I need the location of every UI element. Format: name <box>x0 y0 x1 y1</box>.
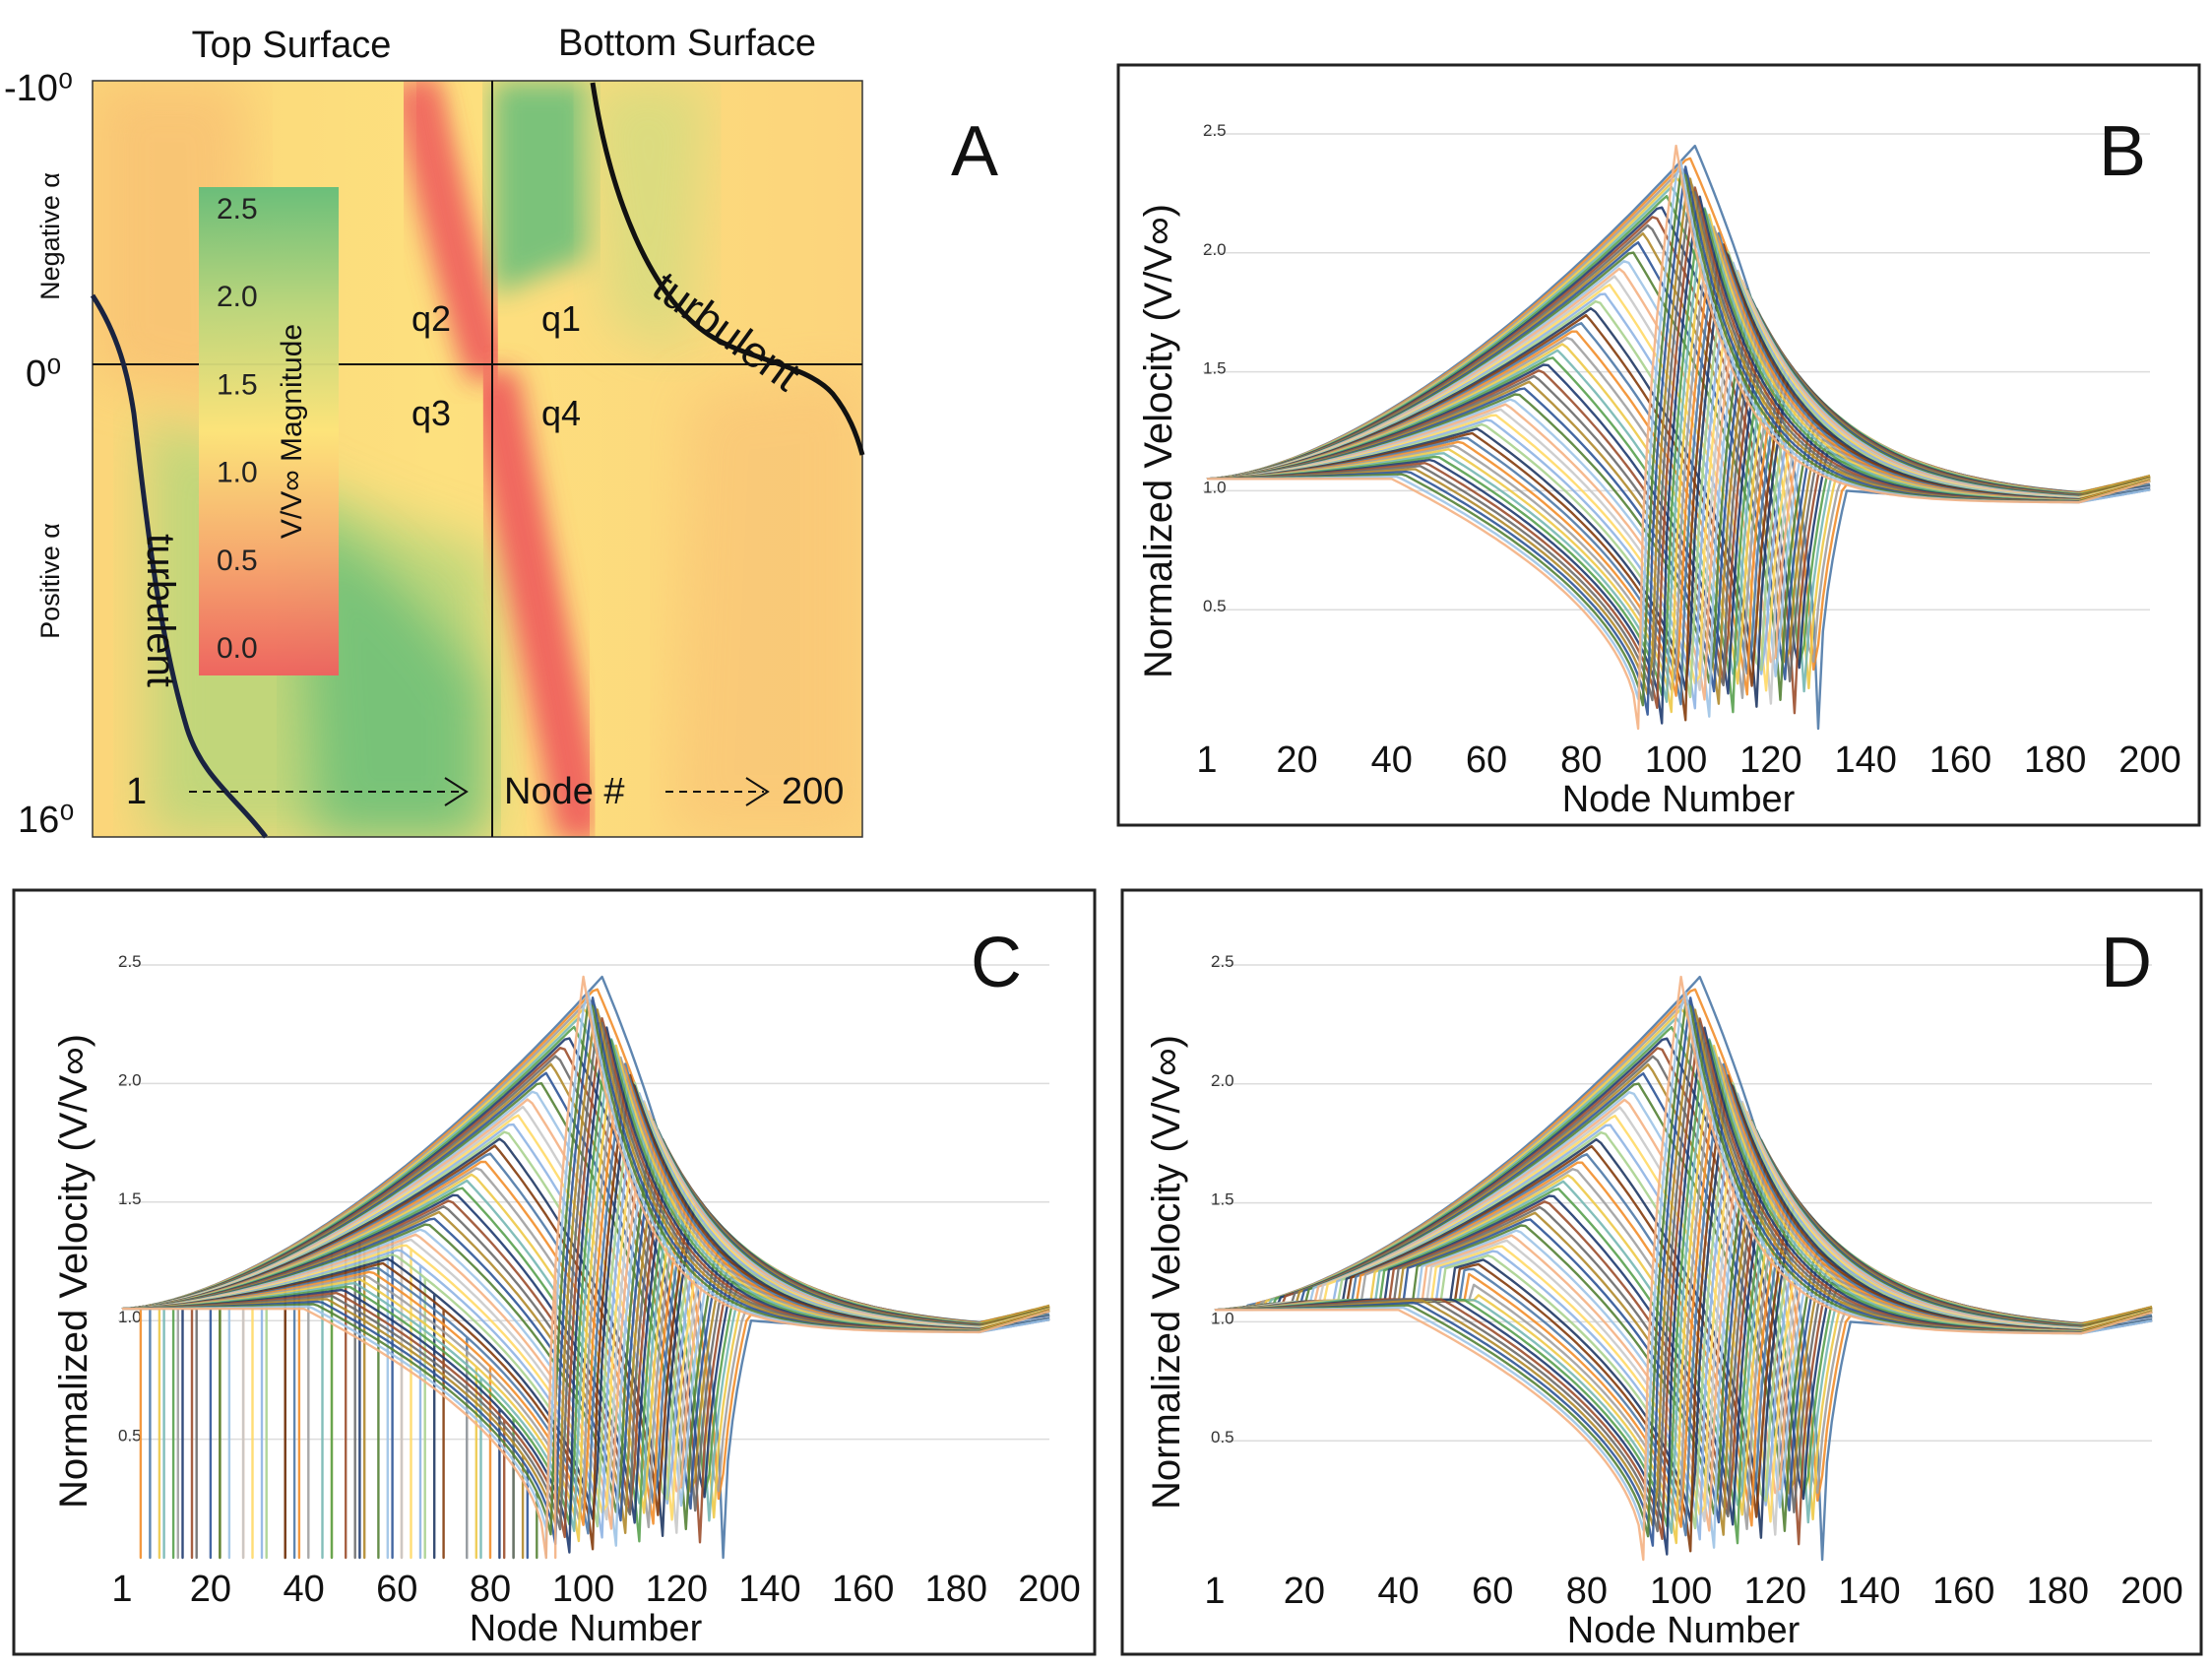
panel-a-alpha-top-label: -10⁰ <box>4 68 73 109</box>
panel-d-letter: D <box>2101 924 2152 1002</box>
panel-d-xtick-4: 80 <box>1566 1571 1608 1612</box>
panel-b-xtick-10: 200 <box>2118 739 2180 781</box>
panel-a-letter: A <box>951 112 998 191</box>
panel-d-xlabel: Node Number <box>1567 1610 1801 1651</box>
panel-a: Top Surface Bottom Surface -10⁰ 0⁰ <box>4 23 998 841</box>
panel-a-colorbar-tick-5: 0.0 <box>217 632 258 665</box>
panel-a-frame <box>92 80 863 838</box>
panel-c-xlabel: Node Number <box>470 1608 703 1649</box>
panel-d: 2.52.01.51.00.51 20 40 60 80 100 120 140 160 180 2… <box>1145 952 2183 1651</box>
panel-c-xtick-5: 100 <box>552 1569 614 1610</box>
panel-c-ytick-3: 1.0 <box>118 1308 142 1326</box>
panel-b-xtick-3: 60 <box>1466 739 1507 781</box>
panel-c-ytick-0: 2.5 <box>118 952 142 971</box>
panel-c-series-54 <box>122 975 1050 1560</box>
panel-d-xtick-2: 40 <box>1377 1571 1419 1612</box>
panel-a-colorbar-gradient <box>199 187 339 675</box>
panel-a-turbulent-boundary-bottom <box>90 293 268 839</box>
panel-a-turbulent-boundary-top <box>590 82 865 456</box>
panel-c-ytick-4: 0.5 <box>118 1427 142 1445</box>
panel-a-quadrant-q4: q4 <box>541 393 581 433</box>
panel-b-xtick-2: 40 <box>1371 739 1413 781</box>
panel-c-ytick-2: 1.5 <box>118 1189 142 1208</box>
panel-a-colorbar-tick-3: 1.0 <box>217 457 258 489</box>
panel-a-quadrant-q2: q2 <box>411 298 451 339</box>
panel-a-positive-alpha-label: Positive α <box>35 523 65 639</box>
panel-d-ytick-1: 2.0 <box>1211 1071 1234 1090</box>
panel-c-xtick-8: 160 <box>832 1569 894 1610</box>
panel-b-letter: B <box>2099 112 2146 191</box>
panel-b-xlabel: Node Number <box>1562 779 1796 820</box>
panel-a-colorbar-tick-4: 0.5 <box>217 545 258 577</box>
panel-b-ytick-0: 2.5 <box>1203 121 1227 140</box>
panel-d-xtick-1: 20 <box>1284 1571 1325 1612</box>
panel-a-alpha-zero-label: 0⁰ <box>26 353 61 395</box>
panel-d-xtick-6: 120 <box>1744 1571 1806 1612</box>
panel-d-xtick-0: 1 <box>1204 1571 1225 1612</box>
panel-b-ylabel: Normalized Velocity (V/V∞) <box>1137 204 1180 678</box>
panel-a-turbulent-label-bottom: turbulent <box>139 534 182 687</box>
panel-c-ytick-1: 2.0 <box>118 1070 142 1089</box>
panel-d-series-54 <box>1215 975 2153 1562</box>
panel-d-xtick-8: 160 <box>1932 1571 1994 1612</box>
panel-a-top-surface-title: Top Surface <box>192 25 392 66</box>
panel-d-xtick-3: 60 <box>1472 1571 1513 1612</box>
panel-b-ytick-3: 1.0 <box>1203 478 1227 496</box>
panel-a-quadrant-q3: q3 <box>411 393 451 433</box>
panel-a-node-arrowhead-left <box>444 777 469 806</box>
panel-b-series-54 <box>1207 144 2151 731</box>
panel-c-xtick-10: 200 <box>1018 1569 1080 1610</box>
panel-b-xtick-0: 1 <box>1196 739 1217 781</box>
panel-a-colorbar-tick-2: 1.5 <box>217 368 258 401</box>
panel-a-alpha-bottom-label: 16⁰ <box>18 800 75 841</box>
panel-d-xtick-5: 100 <box>1650 1571 1712 1612</box>
panel-b-xtick-5: 100 <box>1645 739 1707 781</box>
panel-a-node-end: 200 <box>782 771 844 812</box>
panel-a-colorbar: 2.5 2.0 1.5 1.0 0.5 0.0 V/V∞ Magnitude <box>199 187 339 675</box>
panel-a-negative-alpha-label: Negative α <box>35 172 65 300</box>
panel-d-ytick-4: 0.5 <box>1211 1428 1234 1446</box>
panel-c-xtick-2: 40 <box>283 1569 324 1610</box>
panel-d-ytick-3: 1.0 <box>1211 1309 1234 1327</box>
panel-a-node-label: Node # <box>504 771 625 812</box>
panel-d-ytick-0: 2.5 <box>1211 952 1234 971</box>
panel-b-xtick-7: 140 <box>1834 739 1896 781</box>
panel-d-ylabel: Normalized Velocity (V/V∞) <box>1145 1035 1188 1509</box>
panel-c-xtick-3: 60 <box>376 1569 417 1610</box>
panel-d-xtick-9: 180 <box>2027 1571 2089 1612</box>
panel-b-xtick-4: 80 <box>1560 739 1602 781</box>
panel-b-xtick-6: 120 <box>1739 739 1801 781</box>
panel-b: 2.52.01.51.00.51 20 40 60 80 100 120 140 160 180 2… <box>1137 121 2181 820</box>
panel-b-ytick-1: 2.0 <box>1203 240 1227 259</box>
panel-a-colorbar-tick-0: 2.5 <box>217 193 258 225</box>
panel-b-ytick-2: 1.5 <box>1203 359 1227 378</box>
panel-b-xtick-1: 20 <box>1276 739 1317 781</box>
panel-a-colorbar-ticks: 2.5 2.0 1.5 1.0 0.5 0.0 <box>217 193 258 665</box>
panel-a-colorbar-title: V/V∞ Magnitude <box>276 324 308 539</box>
panel-a-node-start: 1 <box>126 771 147 812</box>
panel-c-xtick-1: 20 <box>190 1569 231 1610</box>
panel-c-letter: C <box>971 924 1022 1002</box>
panel-a-colorbar-tick-1: 2.0 <box>217 281 258 313</box>
panel-b-xtick-8: 160 <box>1929 739 1991 781</box>
panel-c-xtick-7: 140 <box>738 1569 800 1610</box>
panel-a-node-arrowhead-right <box>745 777 770 806</box>
panel-a-quadrant-q1: q1 <box>541 298 581 339</box>
panel-d-xtick-10: 200 <box>2120 1571 2182 1612</box>
panel-d-xtick-7: 140 <box>1838 1571 1900 1612</box>
panel-c-xtick-0: 1 <box>111 1569 132 1610</box>
panel-a-bottom-surface-title: Bottom Surface <box>558 23 816 64</box>
panel-b-ytick-4: 0.5 <box>1203 597 1227 615</box>
panel-b-xtick-9: 180 <box>2024 739 2086 781</box>
panel-c: 2.52.01.51.00.51 20 40 60 80 100 120 140 160 180 2… <box>52 952 1081 1649</box>
panel-d-ytick-2: 1.5 <box>1211 1190 1234 1209</box>
panel-a-heatmap <box>93 81 862 837</box>
panel-c-xtick-4: 80 <box>470 1569 511 1610</box>
panel-c-xtick-9: 180 <box>925 1569 987 1610</box>
panel-c-xtick-6: 120 <box>646 1569 708 1610</box>
panel-c-ylabel: Normalized Velocity (V/V∞) <box>52 1034 95 1509</box>
